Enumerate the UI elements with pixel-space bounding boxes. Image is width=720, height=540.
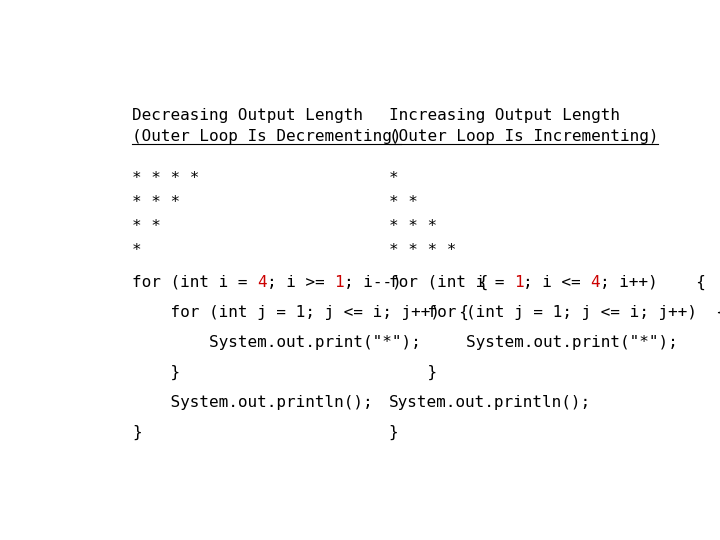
- Text: System.out.print("*");: System.out.print("*");: [389, 335, 678, 350]
- Text: Increasing Output Length: Increasing Output Length: [389, 109, 619, 124]
- Text: }: }: [132, 424, 141, 440]
- Text: for (int i =: for (int i =: [132, 275, 257, 290]
- Text: System.out.println();: System.out.println();: [132, 395, 372, 409]
- Text: for (int j = 1; j <= i; j++)  {: for (int j = 1; j <= i; j++) {: [389, 305, 720, 320]
- Text: ; i <=: ; i <=: [523, 275, 590, 290]
- Text: (Outer Loop Is Decrementing): (Outer Loop Is Decrementing): [132, 129, 401, 144]
- Text: ; i--)        {: ; i--) {: [343, 275, 488, 290]
- Text: System.out.println();: System.out.println();: [389, 395, 590, 409]
- Text: Decreasing Output Length: Decreasing Output Length: [132, 109, 363, 124]
- Text: }: }: [389, 424, 398, 440]
- Text: }: }: [389, 364, 436, 380]
- Text: * * *: * * *: [132, 195, 180, 210]
- Text: System.out.print("*");: System.out.print("*");: [132, 335, 420, 350]
- Text: *: *: [132, 243, 141, 258]
- Text: for (int j = 1; j <= i; j++)  {: for (int j = 1; j <= i; j++) {: [132, 305, 469, 320]
- Text: 4: 4: [257, 275, 266, 290]
- Text: ; i++)    {: ; i++) {: [600, 275, 706, 290]
- Text: }: }: [132, 364, 180, 380]
- Text: * * *: * * *: [389, 219, 436, 234]
- Text: * * * *: * * * *: [132, 171, 199, 186]
- Text: * *: * *: [389, 195, 418, 210]
- Text: * * * *: * * * *: [389, 243, 456, 258]
- Text: *: *: [389, 171, 398, 186]
- Text: 1: 1: [513, 275, 523, 290]
- Text: * *: * *: [132, 219, 161, 234]
- Text: 4: 4: [590, 275, 600, 290]
- Text: 1: 1: [334, 275, 343, 290]
- Text: (Outer Loop Is Incrementing): (Outer Loop Is Incrementing): [389, 129, 658, 144]
- Text: ; i >=: ; i >=: [266, 275, 334, 290]
- Text: for (int i =: for (int i =: [389, 275, 513, 290]
